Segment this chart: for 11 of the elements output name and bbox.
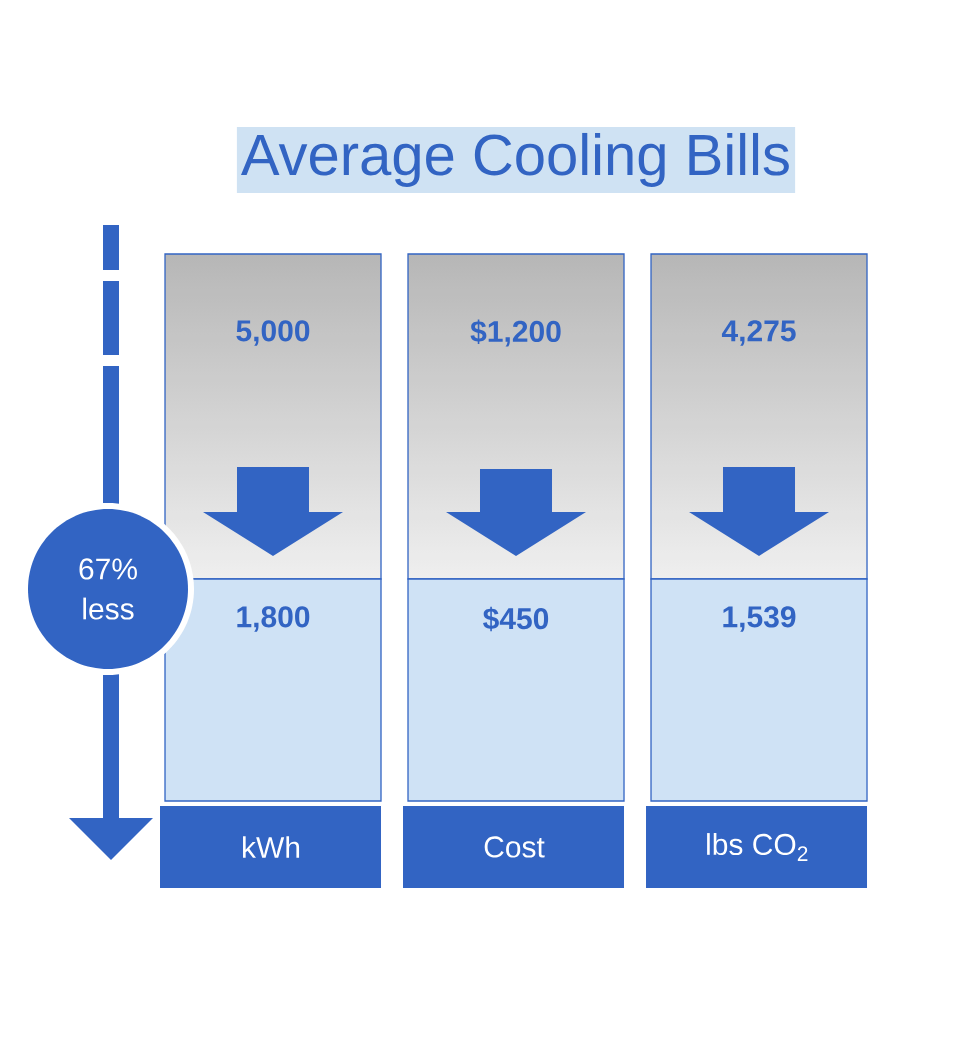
text: Average Cooling Bills	[241, 132, 789, 188]
data-label: $450	[483, 606, 549, 632]
text: 67% less	[79, 558, 137, 620]
data-label: 5,000	[236, 320, 310, 346]
category-label: Cost	[484, 836, 545, 858]
data-label: $1,200	[470, 319, 561, 347]
category-label: kWh	[243, 836, 300, 858]
category-label: lbs CO$_{2}$	[707, 833, 808, 861]
data-label: 1,539	[723, 606, 796, 632]
data-label: 1,800	[237, 606, 310, 632]
data-label: 4,275	[721, 320, 796, 346]
